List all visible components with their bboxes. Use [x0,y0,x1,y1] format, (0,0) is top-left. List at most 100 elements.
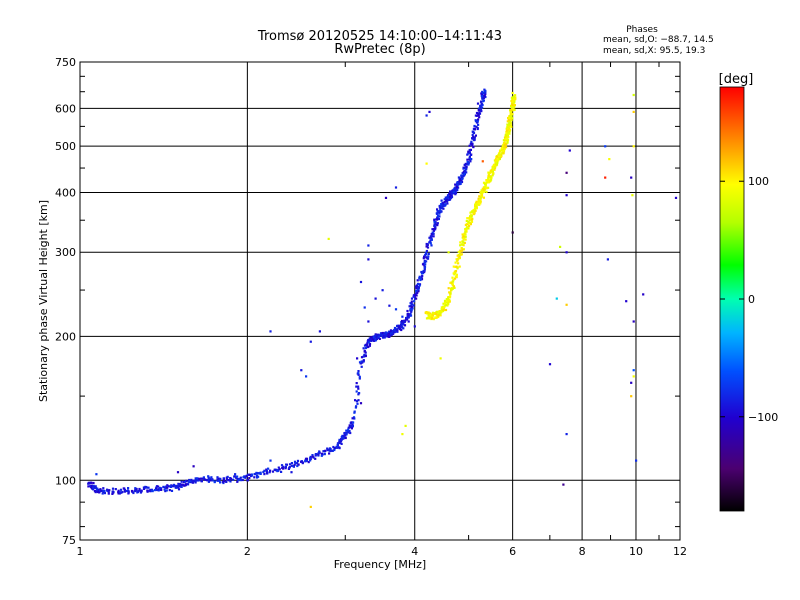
o-mode-trace-point [317,453,320,456]
o-mode-trace-point [436,224,439,227]
o-mode-trace-point [374,333,377,336]
x-mode-trace-point [506,140,509,143]
scatter-point [309,455,312,458]
o-mode-trace-point [349,425,352,429]
o-mode-trace-point [468,158,471,161]
o-mode-trace-point [184,480,188,483]
o-mode-trace-point [348,430,351,433]
o-mode-trace-point [430,232,433,236]
scatter-point [367,320,370,323]
o-mode-trace-point [349,431,352,435]
scatter-point [384,196,388,199]
x-mode-trace-point [507,125,511,128]
scatter-point [367,258,370,261]
o-mode-trace-point [290,462,293,465]
o-mode-trace-point [410,297,414,300]
o-mode-trace-point [442,207,445,210]
x-mode-trace-point [429,314,432,317]
x-mode-trace-point [469,216,472,219]
o-mode-trace-point [408,305,411,308]
o-mode-trace-point [382,334,385,338]
x-mode-trace-point [446,304,449,307]
o-mode-trace-point [196,477,199,480]
o-mode-trace-point [457,181,460,184]
o-mode-trace-point [248,477,251,480]
o-mode-trace-point [90,484,94,487]
o-mode-trace-point [473,124,476,128]
o-mode-trace-point [338,441,341,444]
o-mode-trace-point [355,382,358,385]
scatter-point [509,110,512,113]
o-mode-trace-point [177,488,181,491]
o-mode-trace-point [371,338,375,341]
scatter-point [401,433,404,436]
o-mode-trace-point [461,172,464,175]
scatter-point [359,280,363,284]
o-mode-trace-point [441,206,444,209]
scatter-point [632,93,635,97]
o-mode-trace-point [323,453,326,456]
o-mode-trace-point [257,472,260,475]
o-mode-trace-point [362,355,365,358]
x-mode-trace-point [431,313,434,316]
o-mode-trace-point [477,114,480,117]
x-mode-trace-point [439,314,442,317]
o-mode-trace-point [418,275,421,278]
x-mode-trace-point [467,227,470,230]
o-mode-trace-point [417,286,420,289]
o-mode-trace-point [471,133,474,137]
o-mode-trace-point [277,469,280,472]
o-mode-trace-point [178,485,181,488]
o-mode-trace-point [480,92,483,95]
o-mode-trace-point [472,146,475,149]
x-mode-trace-point [431,317,434,320]
o-mode-trace-point [396,324,399,327]
o-mode-trace-point [449,195,452,198]
x-mode-trace-point [462,235,465,238]
o-mode-trace-point [184,483,188,486]
scatter-point [356,357,359,360]
o-mode-trace-point [478,116,481,119]
o-mode-trace-point [430,234,433,237]
x-mode-trace-point [475,203,478,206]
o-mode-trace-point [398,328,402,331]
o-mode-trace-point [236,480,239,483]
o-mode-trace-point [385,331,388,334]
o-mode-trace-point [102,487,105,490]
chart-title: Tromsø 20120525 14:10:00–14:11:43 [257,29,502,44]
o-mode-trace-point [326,447,329,450]
o-mode-trace-point [432,232,435,235]
x-mode-trace-point [509,108,512,111]
x-mode-trace-point [495,163,498,166]
o-mode-trace-point [472,131,475,134]
o-mode-trace-point [424,263,427,266]
o-mode-trace-point [366,344,369,347]
o-mode-trace-point [483,94,486,98]
o-mode-trace-point [477,123,480,126]
o-mode-trace-point [444,204,447,207]
colorbar-label: [deg] [719,72,754,87]
x-mode-trace-point [455,258,458,261]
o-mode-trace-point [322,450,325,453]
o-mode-trace-point [263,473,266,476]
o-mode-trace-point [98,490,101,493]
o-mode-trace-point [290,464,293,467]
o-mode-trace-point [317,452,320,455]
x-mode-trace-point [469,211,472,214]
o-mode-trace-point [343,436,346,439]
o-mode-trace-point [455,187,458,191]
x-mode-trace-point [457,250,460,253]
o-mode-trace-point [357,372,360,375]
o-mode-trace-point [350,424,353,427]
o-mode-trace-point [474,134,477,137]
o-mode-trace-point [189,480,192,483]
o-mode-trace-point [259,472,262,475]
x-mode-trace-point [508,120,511,123]
o-mode-trace-point [464,169,467,173]
o-mode-trace-point [352,421,355,424]
o-mode-trace-point [293,463,296,466]
o-mode-trace-point [367,341,370,344]
x-mode-trace-point [512,98,515,101]
